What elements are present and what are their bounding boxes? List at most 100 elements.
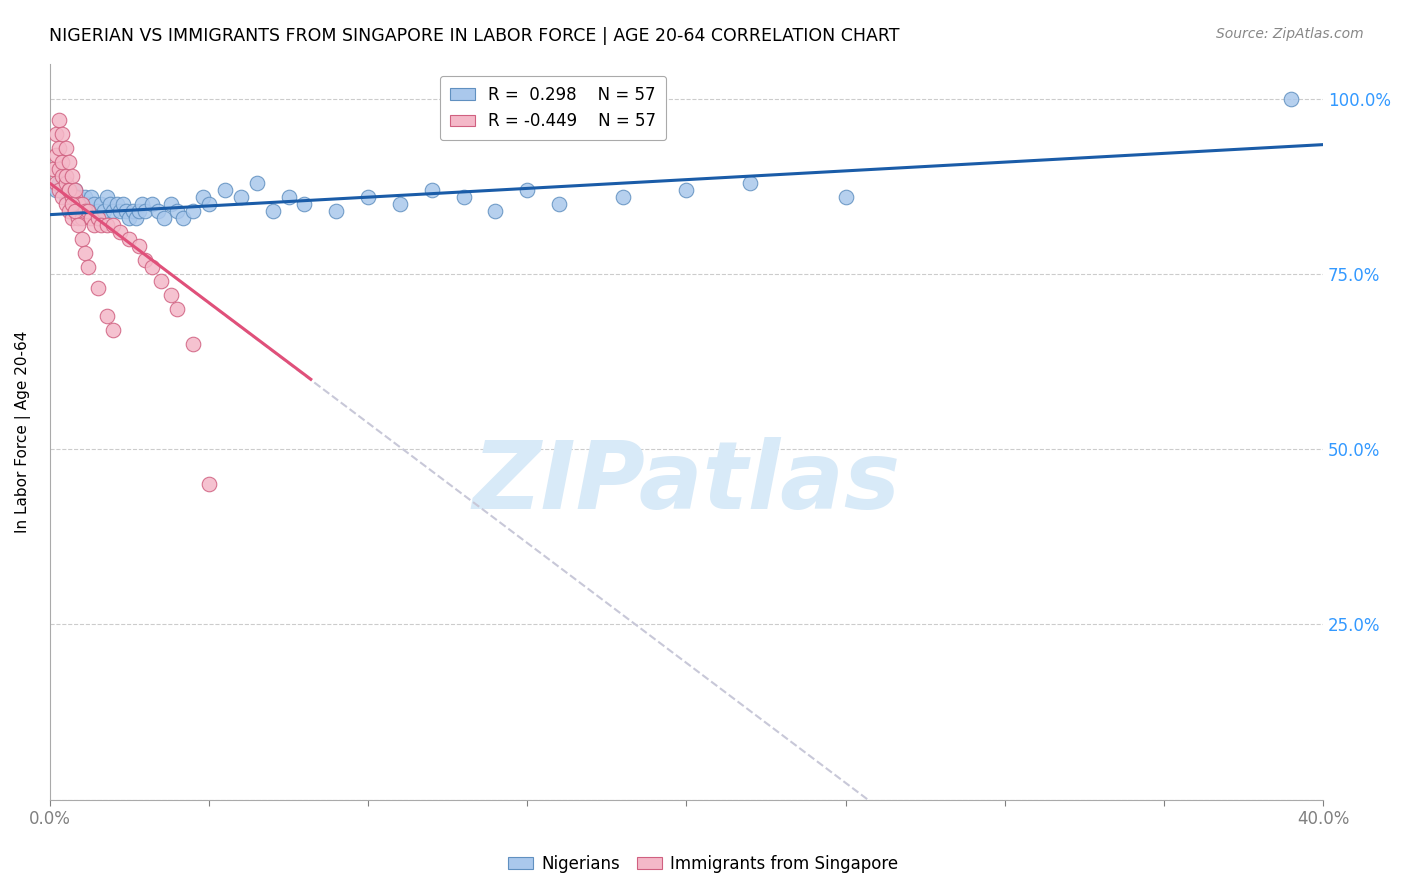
- Point: [181, 337, 204, 351]
- Point: [153, 211, 176, 226]
- Point: [103, 323, 125, 337]
- Point: [73, 204, 96, 219]
- Point: [191, 190, 214, 204]
- Text: Source: ZipAtlas.com: Source: ZipAtlas.com: [1216, 27, 1364, 41]
- Point: [70, 197, 93, 211]
- Point: [484, 204, 506, 219]
- Point: [80, 211, 103, 226]
- Point: [86, 204, 108, 219]
- Point: [128, 204, 150, 219]
- Point: [58, 155, 80, 169]
- Point: [58, 183, 80, 197]
- Point: [159, 197, 181, 211]
- Point: [60, 190, 83, 204]
- Point: [67, 211, 90, 226]
- Point: [516, 183, 538, 197]
- Point: [103, 218, 125, 232]
- Point: [166, 302, 188, 317]
- Point: [55, 176, 77, 190]
- Point: [60, 190, 83, 204]
- Point: [141, 260, 163, 275]
- Point: [67, 190, 90, 204]
- Point: [77, 197, 100, 211]
- Point: [294, 197, 316, 211]
- Point: [45, 127, 67, 141]
- Legend: R =  0.298    N = 57, R = -0.449    N = 57: R = 0.298 N = 57, R = -0.449 N = 57: [440, 76, 666, 140]
- Point: [103, 204, 125, 219]
- Point: [1279, 92, 1302, 106]
- Point: [90, 197, 112, 211]
- Point: [453, 190, 475, 204]
- Point: [90, 218, 112, 232]
- Point: [166, 204, 188, 219]
- Y-axis label: In Labor Force | Age 20-64: In Labor Force | Age 20-64: [15, 331, 31, 533]
- Point: [118, 232, 141, 246]
- Point: [262, 204, 284, 219]
- Point: [83, 218, 105, 232]
- Point: [277, 190, 299, 204]
- Point: [108, 225, 131, 239]
- Point: [60, 211, 83, 226]
- Point: [51, 127, 73, 141]
- Point: [134, 253, 156, 268]
- Point: [834, 190, 856, 204]
- Point: [172, 211, 194, 226]
- Point: [45, 183, 67, 197]
- Point: [51, 169, 73, 183]
- Point: [134, 204, 156, 219]
- Point: [48, 176, 70, 190]
- Point: [67, 218, 90, 232]
- Point: [48, 162, 70, 177]
- Point: [198, 197, 221, 211]
- Point: [141, 197, 163, 211]
- Point: [612, 190, 634, 204]
- Point: [131, 197, 153, 211]
- Point: [58, 183, 80, 197]
- Point: [70, 232, 93, 246]
- Point: [60, 197, 83, 211]
- Point: [86, 211, 108, 226]
- Point: [150, 274, 173, 288]
- Legend: Nigerians, Immigrants from Singapore: Nigerians, Immigrants from Singapore: [501, 848, 905, 880]
- Point: [63, 204, 86, 219]
- Point: [58, 183, 80, 197]
- Point: [51, 155, 73, 169]
- Point: [58, 204, 80, 219]
- Point: [42, 162, 65, 177]
- Point: [60, 169, 83, 183]
- Point: [55, 141, 77, 155]
- Text: NIGERIAN VS IMMIGRANTS FROM SINGAPORE IN LABOR FORCE | AGE 20-64 CORRELATION CHA: NIGERIAN VS IMMIGRANTS FROM SINGAPORE IN…: [49, 27, 900, 45]
- Point: [229, 190, 252, 204]
- Point: [55, 197, 77, 211]
- Point: [96, 218, 118, 232]
- Point: [105, 197, 128, 211]
- Point: [118, 211, 141, 226]
- Point: [86, 281, 108, 295]
- Point: [357, 190, 380, 204]
- Point: [125, 211, 148, 226]
- Point: [77, 260, 100, 275]
- Point: [55, 190, 77, 204]
- Point: [70, 197, 93, 211]
- Point: [63, 183, 86, 197]
- Point: [45, 148, 67, 162]
- Point: [128, 239, 150, 253]
- Point: [675, 183, 697, 197]
- Point: [548, 197, 571, 211]
- Point: [420, 183, 443, 197]
- Point: [51, 183, 73, 197]
- Point: [51, 190, 73, 204]
- Point: [55, 169, 77, 183]
- Point: [93, 204, 115, 219]
- Point: [48, 183, 70, 197]
- Point: [214, 183, 236, 197]
- Point: [96, 310, 118, 324]
- Point: [48, 113, 70, 128]
- Point: [63, 190, 86, 204]
- Point: [98, 197, 121, 211]
- Point: [388, 197, 411, 211]
- Point: [48, 141, 70, 155]
- Point: [108, 204, 131, 219]
- Point: [77, 204, 100, 219]
- Point: [83, 197, 105, 211]
